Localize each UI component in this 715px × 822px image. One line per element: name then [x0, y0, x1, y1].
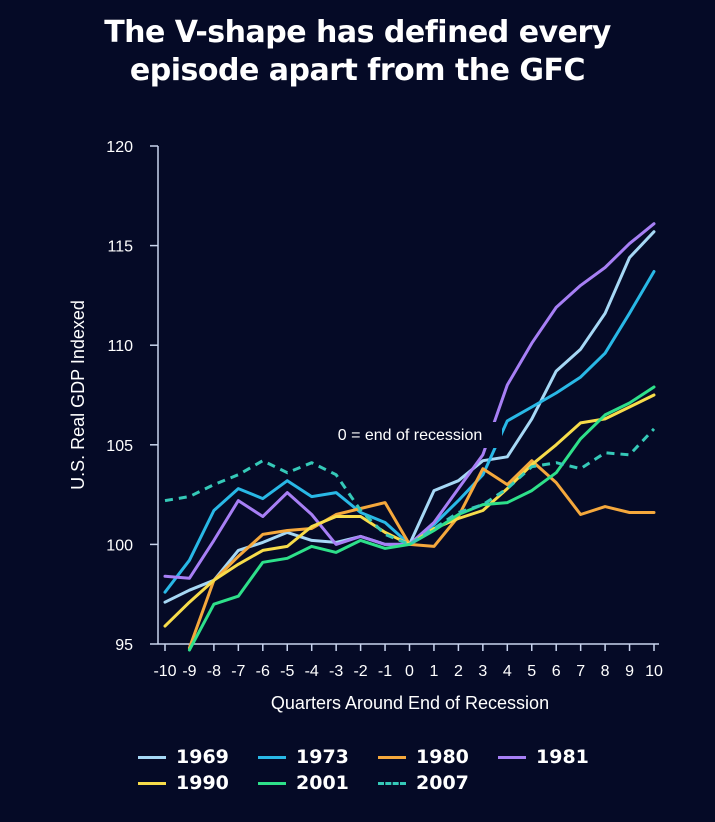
- legend-label: 2001: [296, 772, 349, 794]
- x-tick-label: -6: [256, 663, 270, 680]
- x-tick-label: 6: [552, 663, 561, 680]
- chart-legend: 1969 1973 1980 1981 1990 2001 2007: [138, 746, 638, 794]
- title-line-1: The V-shape has defined every: [104, 15, 611, 50]
- x-tick-label: 7: [576, 663, 585, 680]
- legend-item-1981: 1981: [498, 746, 618, 768]
- legend-swatch: [258, 755, 286, 759]
- legend-label: 1981: [536, 746, 589, 768]
- x-tick-label: 0: [405, 663, 414, 680]
- series-line-1981: [163, 222, 656, 580]
- legend-swatch: [138, 755, 166, 759]
- x-tick-label: 5: [527, 663, 536, 680]
- y-axis-title: U.S. Real GDP Indexed: [68, 300, 88, 490]
- y-tick-label: 120: [106, 139, 133, 156]
- y-tick-label: 95: [115, 637, 133, 654]
- legend-label: 1973: [296, 746, 349, 768]
- annotation-backing: [318, 422, 502, 448]
- annotation-text: 0 = end of recession: [338, 427, 483, 444]
- x-tick-label: 8: [601, 663, 610, 680]
- y-tick-label: 100: [106, 537, 133, 554]
- legend-swatch: [378, 755, 406, 759]
- legend-label: 1969: [176, 746, 229, 768]
- legend-swatch: [138, 781, 166, 785]
- y-tick-label: 105: [106, 438, 133, 455]
- x-tick-label: -9: [182, 663, 196, 680]
- y-tick-label: 110: [107, 338, 133, 355]
- x-axis-title: Quarters Around End of Recession: [271, 693, 549, 713]
- x-tick-label: -3: [329, 663, 343, 680]
- x-tick-label: -2: [353, 663, 367, 680]
- legend-item-1973: 1973: [258, 746, 378, 768]
- x-tick-label: 2: [454, 663, 463, 680]
- legend-item-2001: 2001: [258, 772, 378, 794]
- legend-item-1980: 1980: [378, 746, 498, 768]
- x-tick-label: -10: [153, 663, 176, 680]
- chart-series: [163, 222, 656, 652]
- x-tick-label: 10: [645, 663, 663, 680]
- legend-label: 1980: [416, 746, 469, 768]
- series-line-1980: [187, 459, 656, 650]
- legend-swatch: [258, 781, 286, 785]
- chart-labels: Quarters Around End of Recession U.S. Rea…: [68, 300, 549, 713]
- y-tick-label: 115: [107, 239, 133, 256]
- legend-label: 1990: [176, 772, 229, 794]
- legend-item-1969: 1969: [138, 746, 258, 768]
- x-tick-label: -1: [378, 663, 392, 680]
- series-line-2001: [187, 385, 656, 652]
- x-tick-label: -5: [280, 663, 294, 680]
- x-tick-label: 4: [503, 663, 512, 680]
- x-tick-label: 1: [429, 663, 438, 680]
- x-tick-label: -8: [207, 663, 221, 680]
- legend-swatch: [498, 755, 526, 759]
- legend-item-2007: 2007: [378, 772, 498, 794]
- legend-swatch: [378, 781, 406, 785]
- title-line-2: episode apart from the GFC: [129, 53, 586, 88]
- x-tick-label: -7: [231, 663, 245, 680]
- x-tick-label: -4: [305, 663, 319, 680]
- chart-title: The V-shape has defined every episode ap…: [0, 14, 715, 90]
- series-line-2007: [164, 427, 656, 546]
- legend-label: 2007: [416, 772, 469, 794]
- x-tick-label: 3: [478, 663, 487, 680]
- legend-item-1990: 1990: [138, 772, 258, 794]
- x-tick-label: 9: [625, 663, 634, 680]
